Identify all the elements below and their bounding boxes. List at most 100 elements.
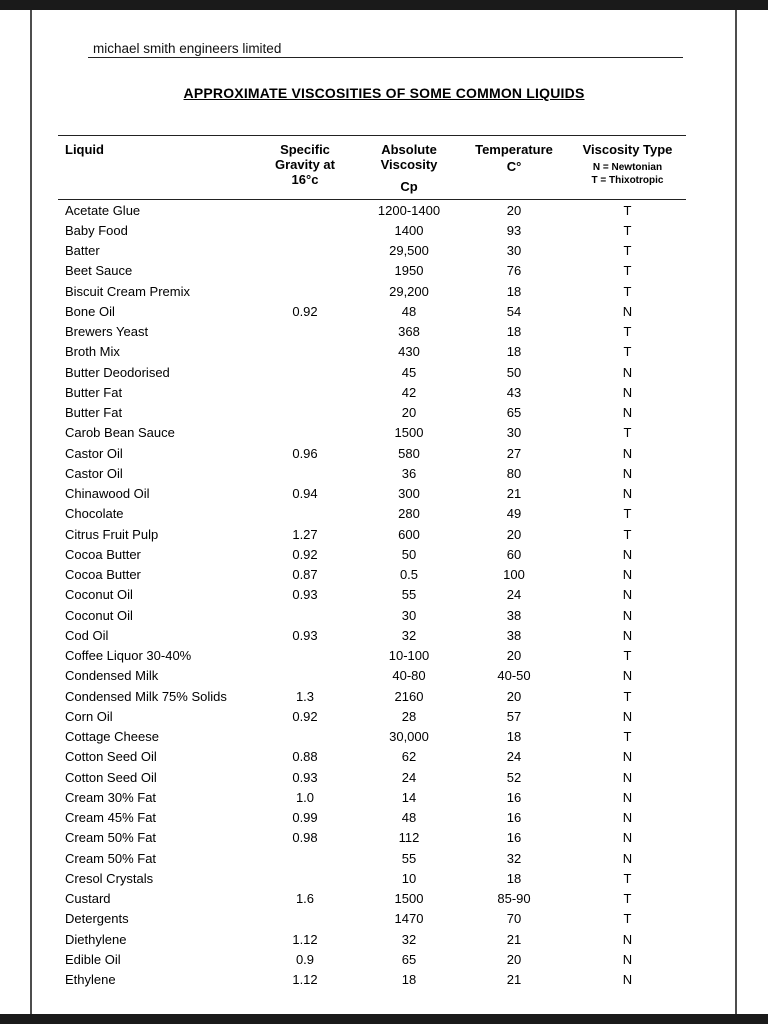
table-row: Biscuit Cream Premix 29,200 18 T (58, 281, 686, 301)
cell-liquid: Coconut Oil (65, 587, 133, 603)
cell-type: T (623, 222, 632, 238)
cell-type: N (622, 486, 633, 502)
cell-type: N (622, 972, 633, 988)
table-header-row: Liquid Specific Gravity at 16°c Absolute… (58, 136, 686, 199)
cell-liquid: Coffee Liquor 30-40% (65, 648, 192, 664)
viscosity-table: Liquid Specific Gravity at 16°c Absolute… (58, 135, 686, 990)
cell-liquid: Cocoa Butter (65, 567, 141, 583)
cell-type: T (623, 648, 632, 664)
cell-viscosity: 28 (401, 708, 417, 724)
table-row: Castor Oil 0.96 580 27 N (58, 443, 686, 463)
cell-viscosity: 10 (401, 870, 417, 886)
col-header-type-note-thixotropic: T = Thixotropic (591, 175, 664, 186)
viewer-top-edge (0, 0, 768, 10)
cell-viscosity: 300 (398, 486, 420, 502)
table-row: Batter 29,500 30 T (58, 241, 686, 261)
cell-liquid: Brewers Yeast (65, 324, 149, 340)
cell-viscosity: 29,500 (389, 243, 429, 259)
cell-liquid: Carob Bean Sauce (65, 425, 175, 441)
table-row: Cream 30% Fat 1.0 14 16 N (58, 787, 686, 807)
cell-viscosity: 32 (401, 627, 417, 643)
cell-gravity: 0.9 (295, 951, 315, 967)
cell-liquid: Cotton Seed Oil (65, 769, 157, 785)
table-row: Castor Oil 36 80 N (58, 463, 686, 483)
cell-type: N (622, 951, 633, 967)
cell-gravity: 0.93 (292, 627, 318, 643)
cell-liquid: Castor Oil (65, 445, 123, 461)
cell-type: T (623, 202, 632, 218)
cell-liquid: Corn Oil (65, 708, 113, 724)
cell-type: N (622, 810, 633, 826)
cell-type: N (622, 607, 633, 623)
table-row: Beet Sauce 1950 76 T (58, 261, 686, 281)
cell-type: N (622, 627, 633, 643)
table-row: Baby Food 1400 93 T (58, 220, 686, 240)
cell-temp: 43 (506, 384, 522, 400)
cell-type: T (623, 729, 632, 745)
cell-type: T (623, 506, 632, 522)
col-header-viscosity-label: Absolute Viscosity (380, 142, 438, 172)
table-row: Cottage Cheese 30,000 18 T (58, 727, 686, 747)
cell-viscosity: 280 (398, 506, 420, 522)
cell-temp: 38 (506, 607, 522, 623)
table-top-rule (58, 135, 686, 136)
cell-temp: 54 (506, 303, 522, 319)
table-body: Acetate Glue 1200-1400 20 T Baby Food 1400 93 T… (58, 200, 686, 990)
cell-viscosity: 65 (401, 951, 417, 967)
cell-gravity: 1.12 (292, 972, 318, 988)
cell-type: T (623, 283, 632, 299)
cell-liquid: Cresol Crystals (65, 870, 154, 886)
cell-gravity: 0.88 (292, 749, 318, 765)
cell-viscosity: 50 (401, 546, 417, 562)
cell-liquid: Cream 45% Fat (65, 810, 157, 826)
document-title: APPROXIMATE VISCOSITIES OF SOME COMMON L… (183, 85, 585, 101)
cell-temp: 50 (506, 364, 522, 380)
cell-liquid: Cottage Cheese (65, 729, 159, 745)
cell-temp: 30 (506, 243, 522, 259)
table-row: Cocoa Butter 0.92 50 60 N (58, 544, 686, 564)
cell-temp: 20 (506, 526, 522, 542)
table-row: Broth Mix 430 18 T (58, 342, 686, 362)
cell-temp: 93 (506, 222, 522, 238)
cell-viscosity: 1400 (394, 222, 424, 238)
cell-temp: 27 (506, 445, 522, 461)
cell-temp: 18 (506, 324, 522, 340)
cell-temp: 16 (506, 810, 522, 826)
cell-liquid: Cocoa Butter (65, 546, 141, 562)
cell-gravity: 0.92 (292, 303, 318, 319)
col-header-viscosity-unit: Cp (400, 179, 418, 194)
cell-type: T (623, 526, 632, 542)
cell-temp: 24 (506, 749, 522, 765)
cell-temp: 80 (506, 465, 522, 481)
cell-temp: 20 (506, 688, 522, 704)
cell-gravity: 0.92 (292, 546, 318, 562)
cell-gravity: 1.27 (292, 526, 318, 542)
cell-liquid: Cotton Seed Oil (65, 749, 157, 765)
cell-viscosity: 48 (401, 810, 417, 826)
table-row: Condensed Milk 75% Solids 1.3 2160 20 T (58, 686, 686, 706)
cell-liquid: Edible Oil (65, 951, 121, 967)
table-row: Butter Fat 20 65 N (58, 403, 686, 423)
table-row: Butter Fat 42 43 N (58, 382, 686, 402)
cell-viscosity: 55 (401, 850, 417, 866)
cell-temp: 18 (506, 344, 522, 360)
cell-viscosity: 20 (401, 405, 417, 421)
cell-liquid: Butter Fat (65, 384, 123, 400)
cell-gravity: 0.92 (292, 708, 318, 724)
cell-viscosity: 1470 (394, 911, 424, 927)
cell-type: N (622, 708, 633, 724)
cell-viscosity: 1500 (394, 891, 424, 907)
cell-viscosity: 55 (401, 587, 417, 603)
cell-temp: 30 (506, 425, 522, 441)
col-header-temperature-label: Temperature (475, 142, 553, 157)
cell-type: N (622, 587, 633, 603)
cell-liquid: Condensed Milk (65, 668, 159, 684)
cell-viscosity: 30 (401, 607, 417, 623)
cell-viscosity: 1950 (394, 263, 424, 279)
cell-liquid: Ethylene (65, 972, 116, 988)
cell-viscosity: 0.5 (399, 567, 419, 583)
cell-liquid: Bone Oil (65, 303, 115, 319)
cell-temp: 70 (506, 911, 522, 927)
cell-temp: 60 (506, 546, 522, 562)
cell-liquid: Batter (65, 243, 100, 259)
